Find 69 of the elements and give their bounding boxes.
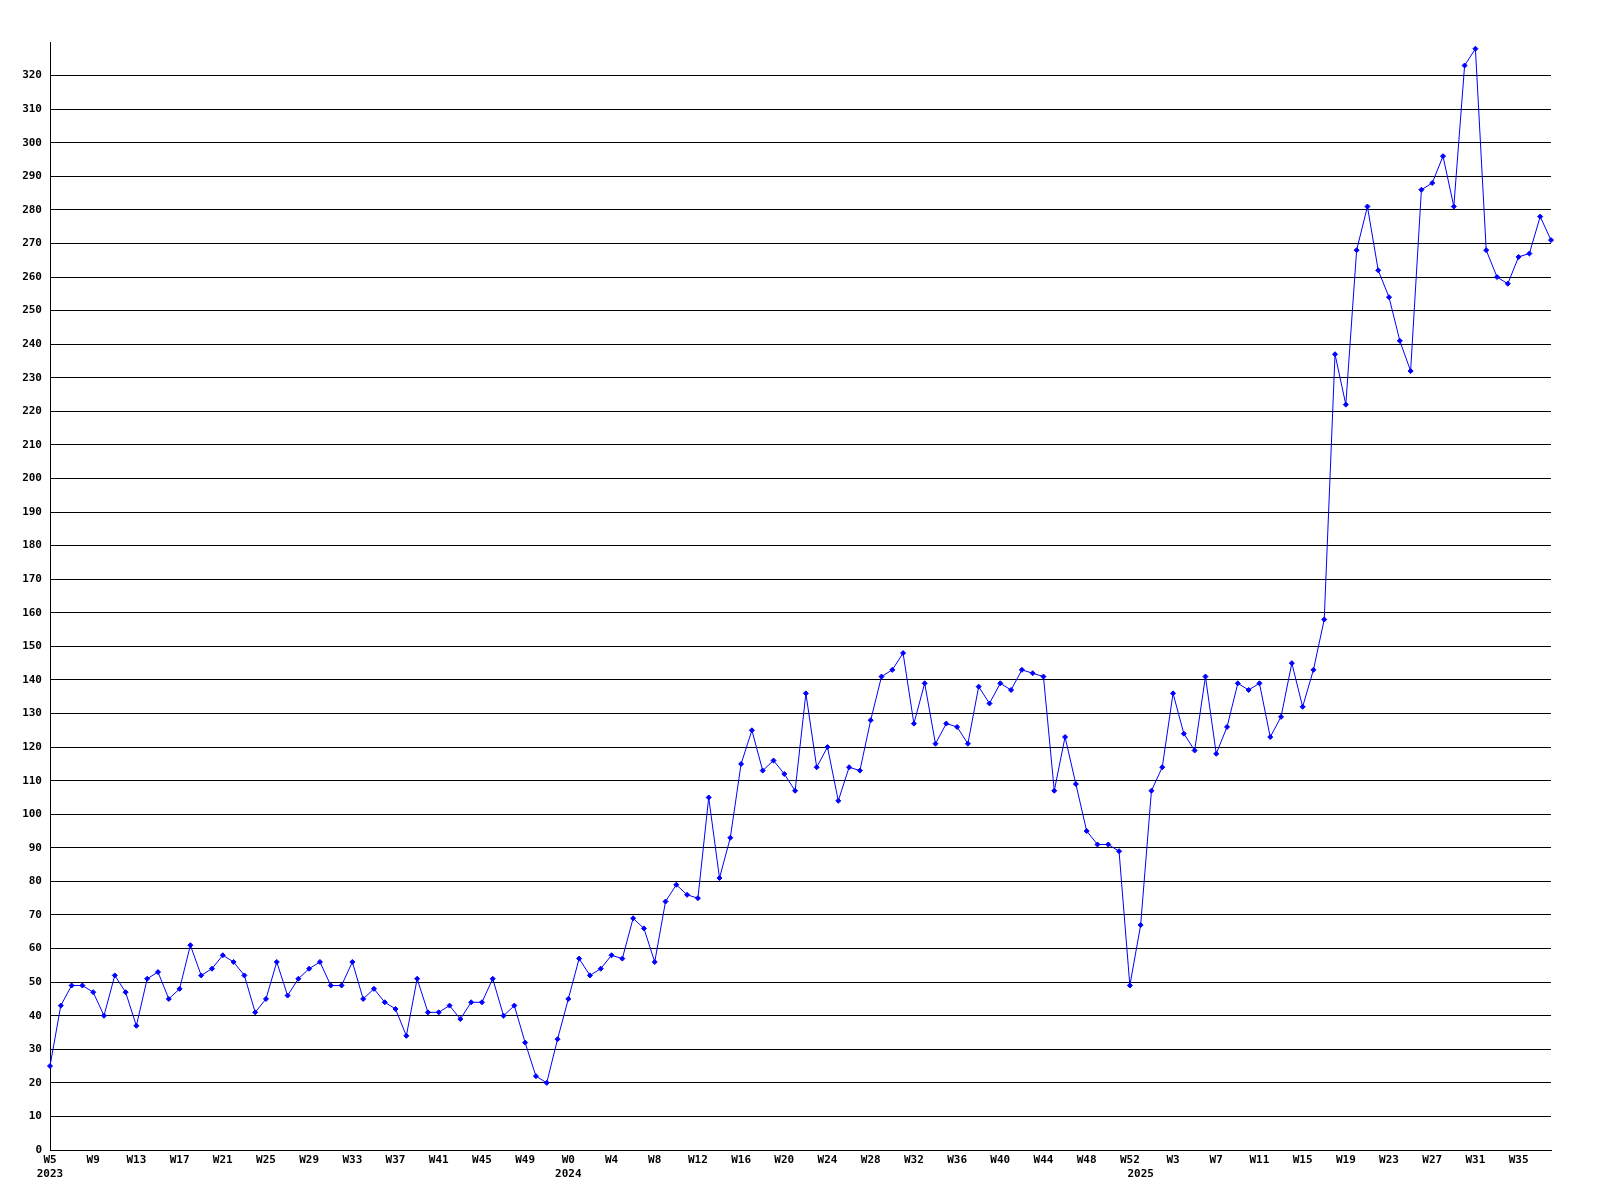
y-tick-label: 210 bbox=[22, 437, 42, 451]
x-tick-label: W44 bbox=[1033, 1153, 1054, 1167]
x-tick-label: W5 2023 bbox=[36, 1153, 64, 1180]
x-tick-label: W0 2024 bbox=[555, 1153, 582, 1180]
y-tick-label: 160 bbox=[22, 605, 42, 619]
x-tick-label: W20 bbox=[774, 1153, 795, 1167]
y-tick-label: 170 bbox=[22, 572, 42, 586]
x-tick-label: W16 bbox=[731, 1153, 752, 1167]
x-tick-label: W52 bbox=[1119, 1153, 1140, 1167]
x-tick-label: W27 bbox=[1422, 1153, 1443, 1167]
y-tick-label: 260 bbox=[22, 269, 42, 283]
y-tick-label: 0 bbox=[35, 1142, 42, 1156]
y-tick-label: 320 bbox=[22, 68, 42, 82]
x-tick-label: W35 bbox=[1508, 1153, 1529, 1167]
y-tick-label: 290 bbox=[22, 169, 42, 183]
x-tick-label: W33 bbox=[342, 1153, 363, 1167]
x-tick-label: W23 bbox=[1379, 1153, 1399, 1167]
x-tick-label: W40 bbox=[990, 1153, 1011, 1167]
x-tick-label: W29 bbox=[299, 1153, 320, 1167]
y-tick-label: 60 bbox=[28, 941, 42, 955]
x-tick-label: W17 bbox=[169, 1153, 190, 1167]
y-tick-label: 90 bbox=[28, 840, 42, 854]
x-tick-label: W31 bbox=[1465, 1153, 1486, 1167]
y-tick-label: 200 bbox=[22, 471, 42, 485]
x-tick-label: W11 bbox=[1249, 1153, 1270, 1167]
y-tick-label: 150 bbox=[22, 639, 42, 653]
x-tick-label: W19 bbox=[1335, 1153, 1356, 1167]
y-tick-label: 70 bbox=[28, 907, 42, 921]
x-tick-label: W32 bbox=[903, 1153, 924, 1167]
x-tick-label: W25 bbox=[256, 1153, 276, 1167]
x-tick-label: W15 bbox=[1292, 1153, 1313, 1167]
y-tick-label: 20 bbox=[28, 1075, 42, 1089]
y-tick-label: 190 bbox=[22, 504, 42, 518]
y-tick-label: 230 bbox=[22, 370, 42, 384]
x-tick-label: W49 bbox=[515, 1153, 536, 1167]
x-tick-label: W7 bbox=[1209, 1153, 1223, 1167]
x-tick-label: W3 bbox=[1166, 1153, 1180, 1167]
y-tick-label: 310 bbox=[22, 102, 42, 116]
x-tick-label: W36 bbox=[947, 1153, 968, 1167]
y-tick-label: 280 bbox=[22, 202, 42, 216]
x-tick-label: W13 bbox=[126, 1153, 147, 1167]
y-tick-label: 300 bbox=[22, 135, 42, 149]
x-tick-label: W48 bbox=[1076, 1153, 1097, 1167]
y-tick-label: 180 bbox=[22, 538, 42, 552]
x-tick-label: W45 bbox=[472, 1153, 492, 1167]
y-tick-label: 240 bbox=[22, 337, 42, 351]
y-tick-label: 110 bbox=[22, 773, 42, 787]
x-tick-label: W4 bbox=[604, 1153, 619, 1167]
x-tick-label: W37 bbox=[385, 1153, 406, 1167]
y-tick-label: 130 bbox=[22, 706, 42, 720]
x-tick-label: W8 bbox=[648, 1153, 662, 1167]
x-tick-label: W12 bbox=[687, 1153, 708, 1167]
x-tick-label: W21 bbox=[212, 1153, 234, 1167]
y-tick-label: 250 bbox=[22, 303, 42, 317]
y-tick-label: 100 bbox=[22, 807, 42, 821]
y-tick-label: 40 bbox=[28, 1008, 42, 1022]
y-tick-label: 270 bbox=[22, 236, 42, 250]
y-tick-label: 10 bbox=[28, 1109, 42, 1123]
y-tick-label: 220 bbox=[22, 404, 42, 418]
y-tick-label: 50 bbox=[28, 974, 42, 988]
y-tick-label: 80 bbox=[28, 874, 42, 888]
x-tick-label: W24 bbox=[817, 1153, 838, 1167]
y-tick-label: 120 bbox=[22, 739, 42, 753]
x-tick-label: W28 bbox=[860, 1153, 881, 1167]
x-tick-label: W9 bbox=[86, 1153, 100, 1167]
x-tick-label: W41 bbox=[428, 1153, 450, 1167]
y-tick-label: 30 bbox=[28, 1042, 42, 1056]
y-tick-label: 140 bbox=[22, 672, 42, 686]
x-tick-label: 2025 bbox=[1127, 1166, 1154, 1180]
